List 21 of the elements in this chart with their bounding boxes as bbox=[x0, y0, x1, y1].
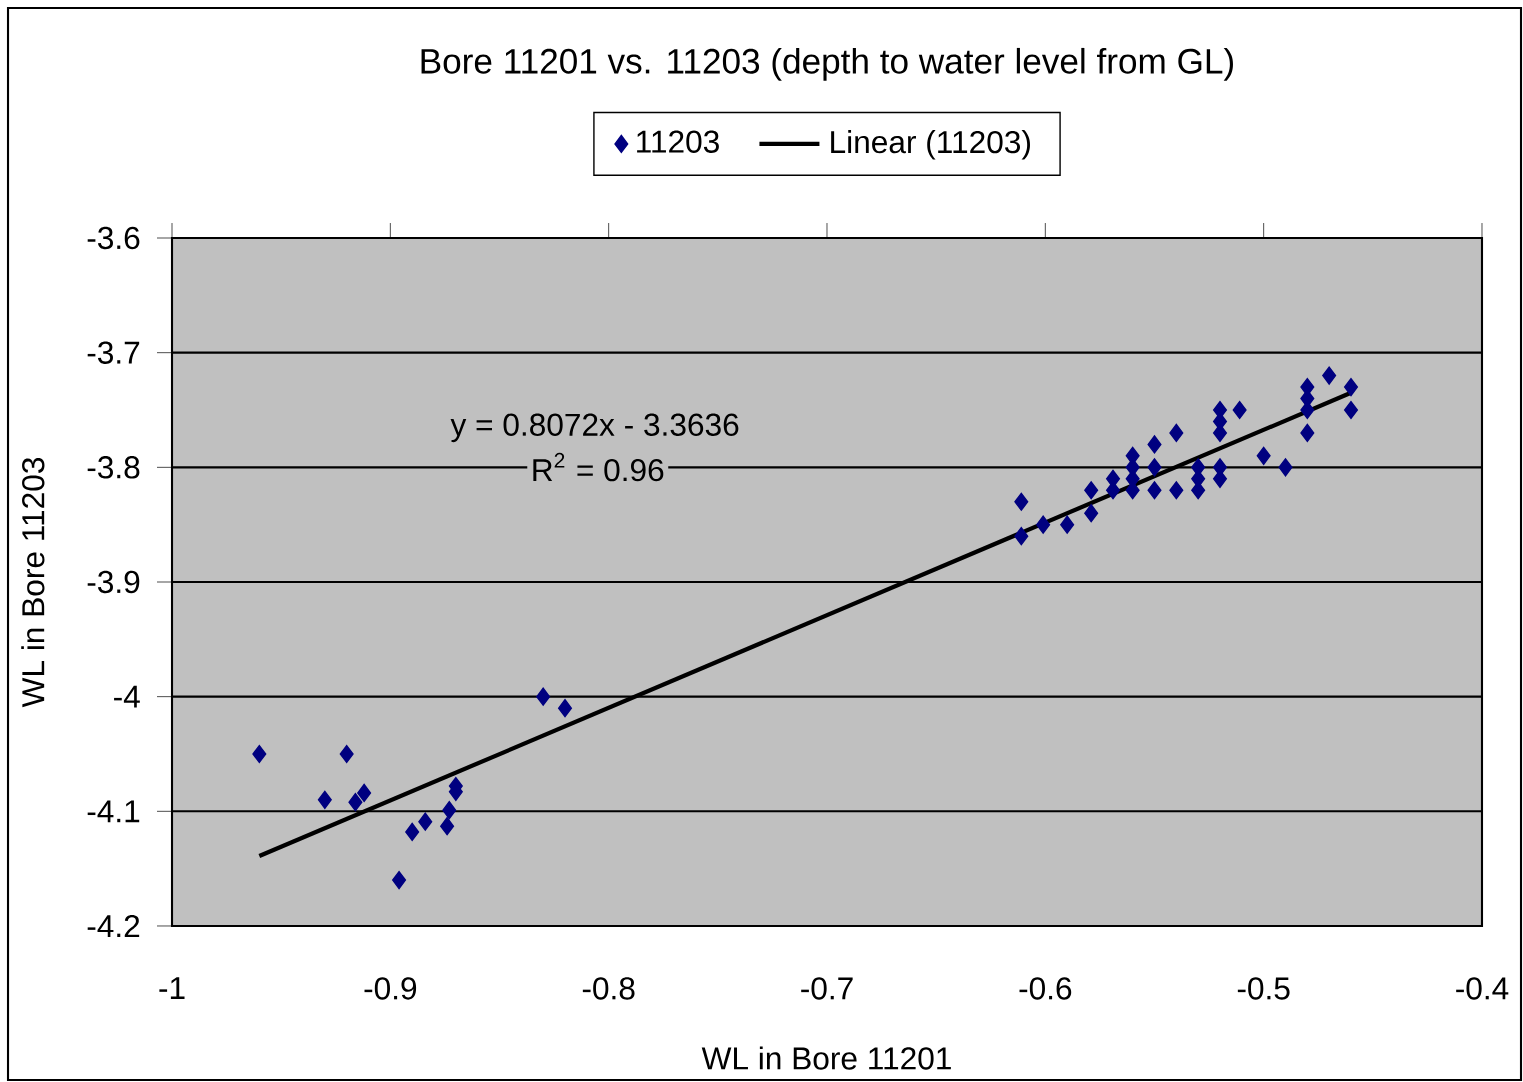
y-tick-label: -4.2 bbox=[87, 914, 140, 938]
y-tick-label: -3.7 bbox=[87, 341, 140, 364]
y-axis-title: WL in Bore 11203 bbox=[21, 457, 45, 708]
y-tick-label: -4.1 bbox=[87, 800, 140, 823]
y-tick-label: -4 bbox=[114, 685, 140, 708]
x-tick-label: -0.6 bbox=[1019, 977, 1072, 1000]
x-tick-label: -0.9 bbox=[364, 977, 417, 1000]
y-tick-label: -3.8 bbox=[87, 456, 140, 479]
annotation: y = 0.8072x - 3.3636 bbox=[450, 413, 739, 443]
x-tick-label: -0.5 bbox=[1237, 977, 1290, 1000]
x-tick-label: -1 bbox=[159, 977, 185, 999]
chart-title: Bore 11201 vs. 11203 (depth to water level from GL) bbox=[421, 47, 1233, 81]
x-tick-label: -0.4 bbox=[1456, 977, 1509, 1000]
legend-label: Linear (11203) bbox=[831, 130, 1030, 160]
legend-label: 11203 bbox=[637, 130, 719, 153]
x-tick-label: -0.8 bbox=[582, 977, 635, 1000]
y-tick-label: -3.6 bbox=[87, 226, 140, 250]
x-axis-title: WL in Bore 11201 bbox=[701, 1046, 951, 1070]
annotation: R$^{2}$ = 0.96 bbox=[533, 452, 664, 482]
x-tick-label: -0.7 bbox=[801, 977, 853, 1000]
y-tick-label: -3.9 bbox=[87, 570, 140, 594]
